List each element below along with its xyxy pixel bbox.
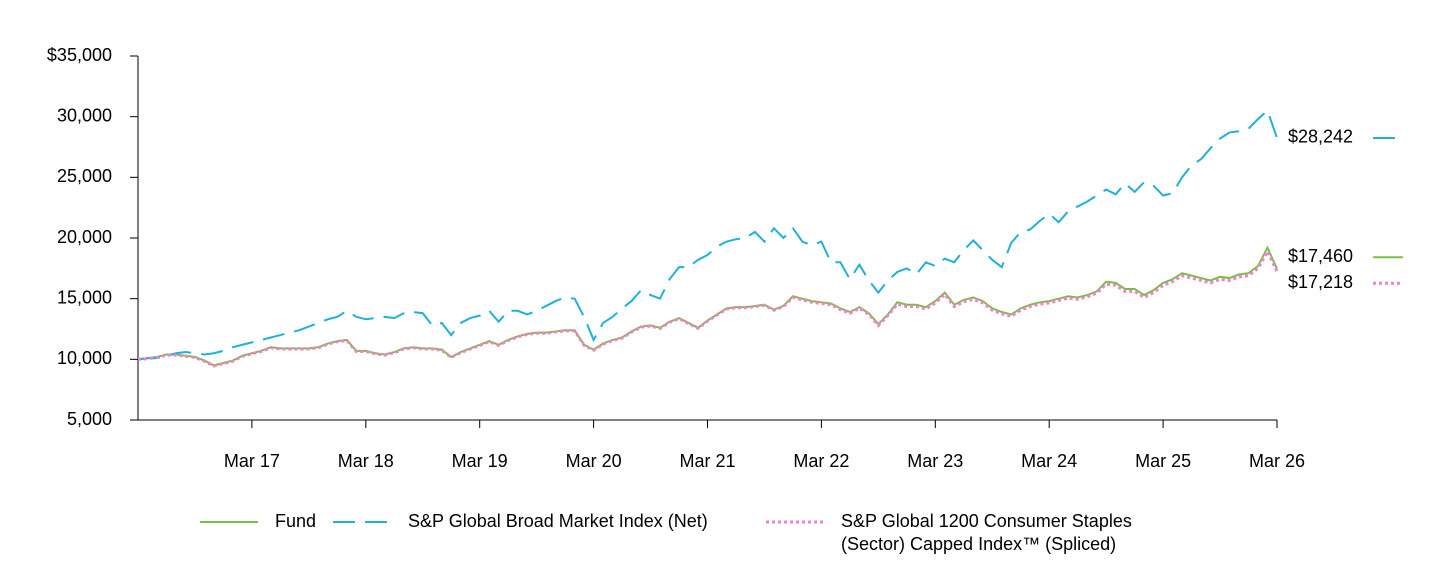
y-tick-label: 5,000: [67, 409, 112, 429]
y-tick-label: 20,000: [57, 227, 112, 247]
y-tick-label: 15,000: [57, 287, 112, 307]
x-tick-label: Mar 23: [907, 451, 963, 471]
x-tick-label: Mar 21: [679, 451, 735, 471]
y-tick-label: 25,000: [57, 166, 112, 186]
legend-label: S&P Global Broad Market Index (Net): [408, 511, 708, 531]
legend-label: Fund: [275, 511, 316, 531]
end-label: $28,242: [1288, 127, 1353, 147]
x-tick-label: Mar 20: [566, 451, 622, 471]
x-tick-label: Mar 26: [1249, 451, 1305, 471]
series-line: [137, 248, 1279, 368]
x-tick-label: Mar 19: [452, 451, 508, 471]
legend-line: (Sector) Capped Index™ (Spliced): [841, 534, 1116, 554]
legend-label: S&P Global 1200 Consumer Staples (Sector)…: [841, 511, 1132, 554]
y-tick-label: 30,000: [57, 105, 112, 125]
end-label: $17,218: [1288, 272, 1353, 292]
legend: Fund S&P Global Broad Market Index (Net) S…: [200, 511, 1132, 554]
y-tick-label: $35,000: [47, 45, 112, 65]
x-tick-label: Mar 24: [1021, 451, 1077, 471]
end-label: $17,460: [1288, 246, 1353, 266]
x-tick-label: Mar 22: [793, 451, 849, 471]
x-tick-label: Mar 17: [224, 451, 280, 471]
legend-line: S&P Global 1200 Consumer Staples: [841, 511, 1132, 531]
x-tick-label: Mar 25: [1135, 451, 1191, 471]
y-tick-label: 10,000: [57, 348, 112, 368]
series-line: [137, 108, 1278, 361]
x-tick-label: Mar 18: [338, 451, 394, 471]
